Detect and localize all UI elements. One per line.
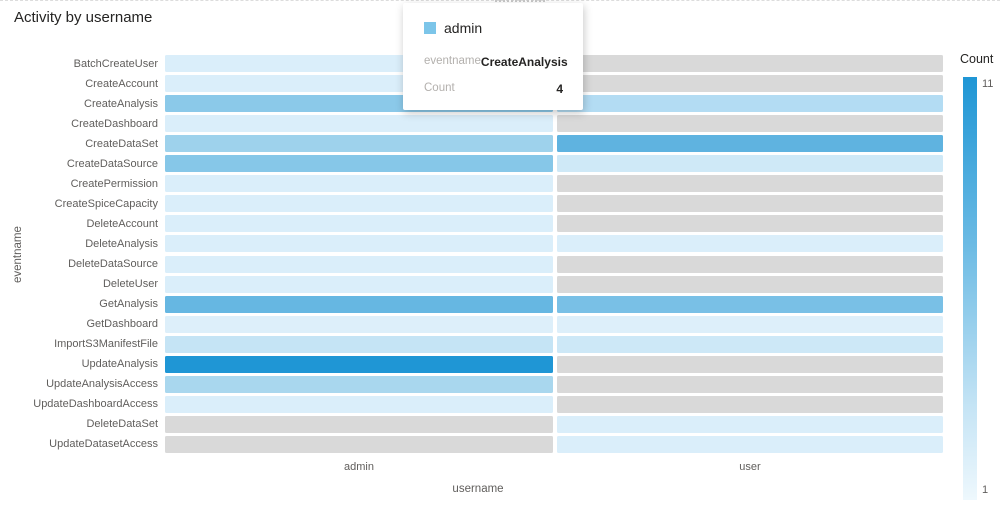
y-axis-label: UpdateAnalysisAccess bbox=[46, 378, 158, 391]
tooltip-series-label: admin bbox=[444, 20, 483, 36]
heatmap-cell[interactable] bbox=[165, 375, 553, 393]
legend-min-label: 1 bbox=[982, 484, 989, 496]
y-axis-label: CreateDataSource bbox=[66, 157, 158, 170]
heatmap-cell[interactable] bbox=[557, 235, 943, 253]
heatmap-cell[interactable] bbox=[165, 335, 553, 353]
heatmap-cell[interactable] bbox=[165, 295, 553, 313]
heatmap-cell[interactable] bbox=[557, 415, 943, 433]
heatmap-cell[interactable] bbox=[557, 275, 943, 293]
legend-title: Count bbox=[960, 52, 994, 66]
y-axis-label: CreateDataSet bbox=[85, 137, 158, 150]
heatmap-cell[interactable] bbox=[557, 155, 943, 173]
heatmap-cell[interactable] bbox=[557, 115, 943, 133]
y-axis-label: DeleteAnalysis bbox=[85, 237, 158, 250]
x-axis-title: username bbox=[452, 483, 504, 495]
y-axis-label: UpdateAnalysis bbox=[81, 358, 158, 371]
heatmap-cell[interactable] bbox=[557, 295, 943, 313]
y-axis-label: DeleteUser bbox=[102, 278, 158, 291]
heatmap-cell[interactable] bbox=[557, 355, 943, 373]
more-options-dots bbox=[495, 0, 545, 2]
page-title: Activity by username bbox=[14, 9, 153, 26]
heatmap-cell[interactable] bbox=[165, 315, 553, 333]
y-axis-label: DeleteDataSource bbox=[68, 258, 158, 270]
y-axis-label: BatchCreateUser bbox=[73, 57, 158, 70]
y-axis-label: DeleteAccount bbox=[86, 217, 158, 230]
heatmap-cell[interactable] bbox=[165, 355, 553, 373]
heatmap-cell[interactable] bbox=[557, 135, 943, 153]
legend-gradient-bar bbox=[963, 77, 977, 500]
y-axis-label: GetAnalysis bbox=[99, 298, 158, 311]
heatmap-cell[interactable] bbox=[165, 415, 553, 433]
tooltip-field-value: CreateAnalysis bbox=[480, 55, 568, 69]
heatmap-cell[interactable] bbox=[165, 255, 553, 273]
heatmap-cell[interactable] bbox=[165, 175, 553, 193]
heatmap-cell[interactable] bbox=[557, 95, 943, 113]
y-axis-label: ImportS3ManifestFile bbox=[54, 338, 158, 351]
heatmap-cell[interactable] bbox=[165, 235, 553, 253]
heatmap-cell[interactable] bbox=[165, 435, 553, 453]
heatmap-cell[interactable] bbox=[557, 75, 943, 93]
heatmap-cell[interactable] bbox=[165, 115, 553, 133]
heatmap-cell[interactable] bbox=[165, 195, 553, 213]
y-axis-label: CreateAccount bbox=[85, 77, 158, 90]
heatmap-cell[interactable] bbox=[557, 335, 943, 353]
tooltip-field-value: 4 bbox=[556, 82, 563, 96]
heatmap-cell[interactable] bbox=[557, 175, 943, 193]
y-axis-label: CreateAnalysis bbox=[84, 97, 158, 110]
heatmap-cell[interactable] bbox=[165, 155, 553, 173]
heatmap-cell[interactable] bbox=[557, 215, 943, 233]
y-axis-label: CreateSpiceCapacity bbox=[54, 197, 158, 210]
heatmap-cell[interactable] bbox=[165, 215, 553, 233]
y-axis-label: CreateDashboard bbox=[71, 117, 158, 130]
heatmap-cell[interactable] bbox=[557, 315, 943, 333]
x-axis-label: user bbox=[739, 461, 761, 473]
y-axis-label: GetDashboard bbox=[86, 318, 158, 331]
heatmap-cell[interactable] bbox=[557, 435, 943, 453]
tooltip-field-label: eventname bbox=[424, 55, 481, 67]
tooltip-field-label: Count bbox=[424, 82, 455, 94]
heatmap-cell[interactable] bbox=[557, 375, 943, 393]
heatmap-cell[interactable] bbox=[165, 135, 553, 153]
heatmap-cell[interactable] bbox=[557, 395, 943, 413]
y-axis-label: DeleteDataSet bbox=[86, 418, 158, 431]
heatmap-cell[interactable] bbox=[557, 255, 943, 273]
y-axis-label: UpdateDashboardAccess bbox=[33, 398, 158, 411]
x-axis-label: admin bbox=[344, 461, 374, 473]
heatmap-cell[interactable] bbox=[557, 195, 943, 213]
heatmap-cell[interactable] bbox=[165, 275, 553, 293]
heatmap-cell[interactable] bbox=[557, 55, 943, 72]
y-axis-label: CreatePermission bbox=[70, 177, 158, 190]
legend-max-label: 11 bbox=[982, 78, 994, 90]
heatmap-cell[interactable] bbox=[165, 395, 553, 413]
tooltip-series-swatch bbox=[424, 22, 436, 34]
y-axis-label: UpdateDatasetAccess bbox=[49, 438, 158, 451]
tooltip: admin eventname CreateAnalysis Count 4 bbox=[403, 3, 583, 110]
